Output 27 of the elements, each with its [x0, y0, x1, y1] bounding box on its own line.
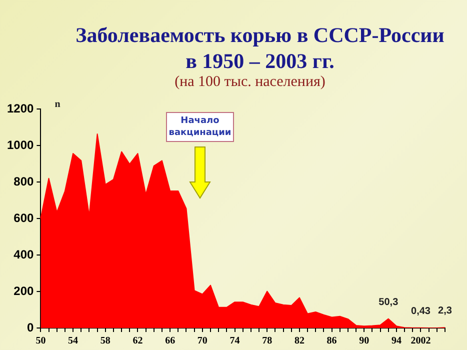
data-label: 0,43	[411, 306, 431, 317]
x-tick-label: 74	[230, 336, 240, 347]
y-tick-label: 600	[14, 210, 34, 225]
x-tick-label: 62	[132, 336, 143, 347]
y-tick-label: 1000	[6, 138, 34, 152]
x-tick-label: 90	[359, 336, 370, 347]
x-tick-label: 54	[68, 336, 78, 347]
x-tick-label: 58	[100, 336, 110, 347]
x-tick-label: 50	[36, 336, 46, 347]
x-tick-label: 78	[262, 336, 272, 347]
y-tick-label: 200	[14, 284, 34, 298]
x-tick-label: 2002	[410, 336, 431, 347]
annotation: Начало вакцинации	[166, 112, 234, 142]
chart-subtitle: (на 100 тыс. населения)	[174, 74, 326, 91]
x-tick-label: 86	[326, 336, 337, 347]
data-label: 2,3	[438, 306, 452, 317]
y-tick-label: 800	[14, 174, 34, 188]
y-tick-label: 1200	[6, 101, 34, 116]
y-tick-label: 400	[14, 247, 34, 262]
chart-title: Заболеваемость корью в СССР-России в 1950 – 2003 гг.	[74, 22, 446, 74]
data-label: 50,3	[378, 296, 399, 308]
y-axis-title: n	[54, 99, 61, 110]
x-tick-label: 94	[391, 336, 402, 347]
x-tick-label: 82	[294, 336, 304, 347]
x-tick-label: 70	[197, 336, 208, 347]
y-tick-label: 0	[27, 320, 34, 334]
x-tick-label: 66	[165, 336, 176, 347]
